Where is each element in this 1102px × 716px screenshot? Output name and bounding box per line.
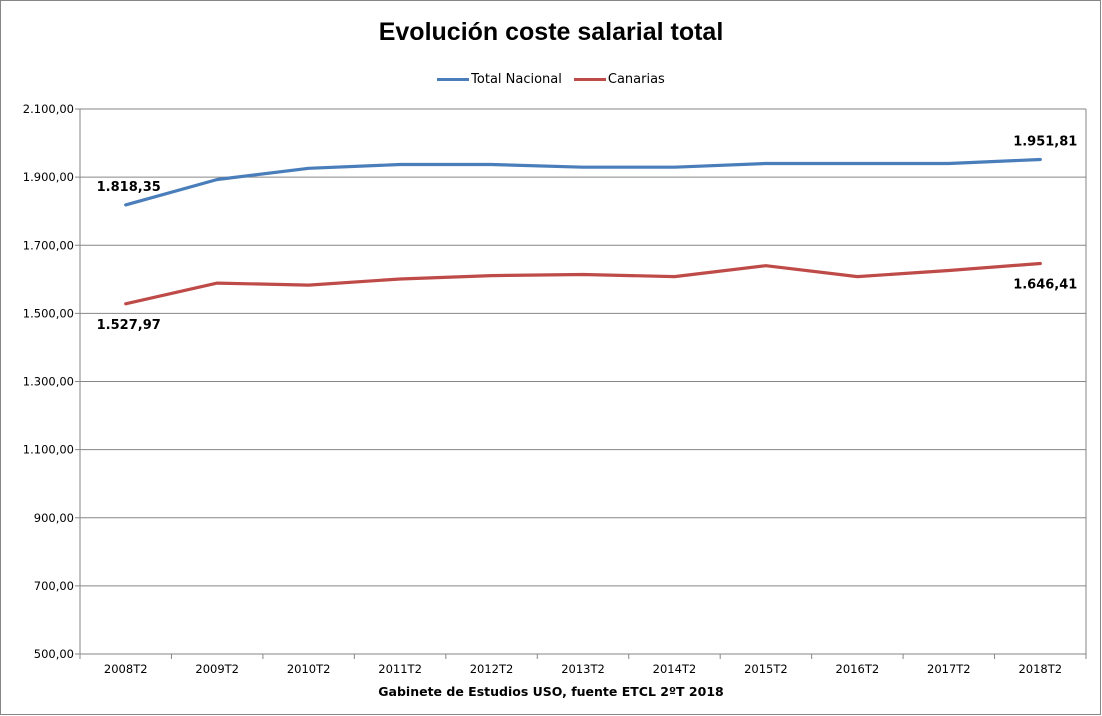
data-label: 1.818,35 <box>97 180 161 195</box>
chart-legend: Total Nacional Canarias <box>0 72 1102 87</box>
x-tick-label: 2015T2 <box>744 662 788 676</box>
data-label: 1.646,41 <box>1013 278 1077 293</box>
y-tick-label: 500,00 <box>34 647 74 661</box>
y-tick-label: 1.100,00 <box>23 443 74 457</box>
x-tick-label: 2010T2 <box>287 662 331 676</box>
x-tick-label: 2012T2 <box>470 662 514 676</box>
x-tick-label: 2017T2 <box>927 662 971 676</box>
series-line-total-nacional <box>124 157 1042 207</box>
data-label: 1.527,97 <box>97 318 161 333</box>
y-tick-label: 900,00 <box>34 511 74 525</box>
y-tick-label: 2.100,00 <box>23 102 74 116</box>
chart-title: Evolución coste salarial total <box>378 18 724 46</box>
legend-label-canarias: Canarias <box>607 72 665 87</box>
y-tick-label: 1.300,00 <box>23 375 74 389</box>
x-tick-label: 2011T2 <box>378 662 422 676</box>
legend-swatch-total-nacional <box>437 78 470 81</box>
y-tick-label: 1.700,00 <box>23 238 74 252</box>
data-label: 1.951,81 <box>1013 134 1077 149</box>
x-tick-label: 2008T2 <box>104 662 148 676</box>
y-tick-label: 1.500,00 <box>23 306 74 320</box>
y-tick-label: 1.900,00 <box>23 170 74 184</box>
legend-item-canarias: Canarias <box>573 72 665 87</box>
legend-label-total-nacional: Total Nacional <box>471 72 562 87</box>
x-tick-label: 2013T2 <box>561 662 605 676</box>
x-tick-label: 2016T2 <box>836 662 880 676</box>
series-line-canarias <box>124 261 1042 306</box>
x-tick-label: 2014T2 <box>653 662 697 676</box>
x-tick-label: 2009T2 <box>195 662 239 676</box>
x-axis-label: Gabinete de Estudios USO, fuente ETCL 2º… <box>378 684 724 699</box>
legend-item-total-nacional: Total Nacional <box>437 72 562 87</box>
y-tick-label: 700,00 <box>34 579 74 593</box>
legend-swatch-canarias <box>573 78 606 81</box>
x-tick-label: 2018T2 <box>1018 662 1062 676</box>
